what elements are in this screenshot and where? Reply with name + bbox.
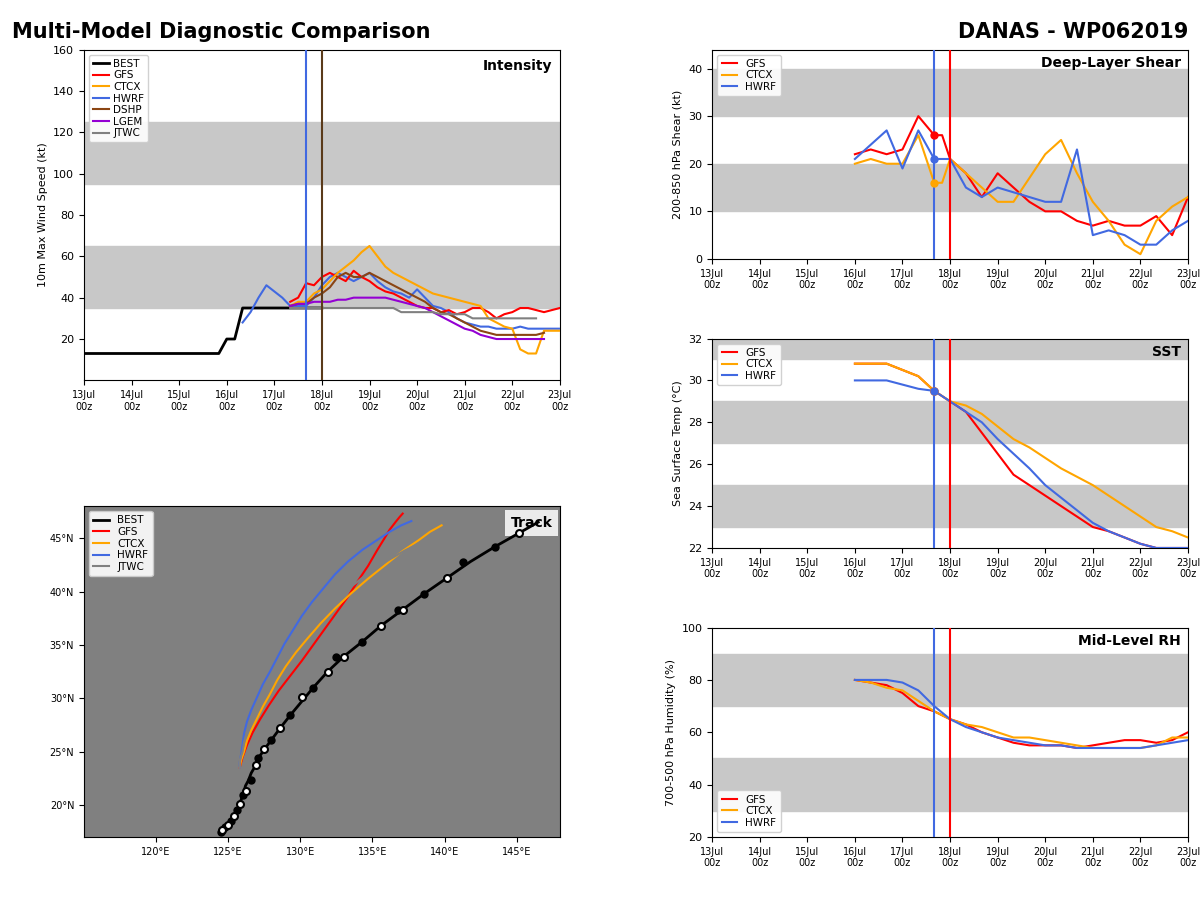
Text: Mid-Level RH: Mid-Level RH bbox=[1078, 634, 1181, 648]
Bar bbox=[712, 401, 1188, 444]
Bar bbox=[712, 164, 1188, 211]
Legend: GFS, CTCX, HWRF: GFS, CTCX, HWRF bbox=[718, 344, 781, 385]
Bar bbox=[84, 246, 560, 308]
Text: Track: Track bbox=[511, 516, 553, 530]
Y-axis label: 700-500 hPa Humidity (%): 700-500 hPa Humidity (%) bbox=[666, 659, 676, 806]
Bar bbox=[712, 68, 1188, 116]
Bar bbox=[712, 759, 1188, 811]
Bar bbox=[712, 318, 1188, 359]
Y-axis label: 200-850 hPa Shear (kt): 200-850 hPa Shear (kt) bbox=[673, 90, 683, 219]
Text: Multi-Model Diagnostic Comparison: Multi-Model Diagnostic Comparison bbox=[12, 22, 431, 42]
Legend: GFS, CTCX, HWRF: GFS, CTCX, HWRF bbox=[718, 790, 781, 832]
Text: SST: SST bbox=[1152, 345, 1181, 359]
Text: CIRA: CIRA bbox=[29, 864, 61, 878]
Legend: BEST, GFS, CTCX, HWRF, JTWC: BEST, GFS, CTCX, HWRF, JTWC bbox=[89, 511, 152, 576]
Bar bbox=[712, 653, 1188, 706]
Y-axis label: 10m Max Wind Speed (kt): 10m Max Wind Speed (kt) bbox=[37, 142, 48, 287]
Bar bbox=[84, 122, 560, 184]
Y-axis label: Sea Surface Temp (°C): Sea Surface Temp (°C) bbox=[673, 381, 683, 506]
Bar bbox=[712, 485, 1188, 527]
Legend: BEST, GFS, CTCX, HWRF, DSHP, LGEM, JTWC: BEST, GFS, CTCX, HWRF, DSHP, LGEM, JTWC bbox=[89, 55, 149, 142]
Text: Deep-Layer Shear: Deep-Layer Shear bbox=[1040, 56, 1181, 70]
Text: Intensity: Intensity bbox=[484, 59, 553, 74]
Text: DANAS - WP062019: DANAS - WP062019 bbox=[958, 22, 1188, 42]
Legend: GFS, CTCX, HWRF: GFS, CTCX, HWRF bbox=[718, 55, 781, 96]
